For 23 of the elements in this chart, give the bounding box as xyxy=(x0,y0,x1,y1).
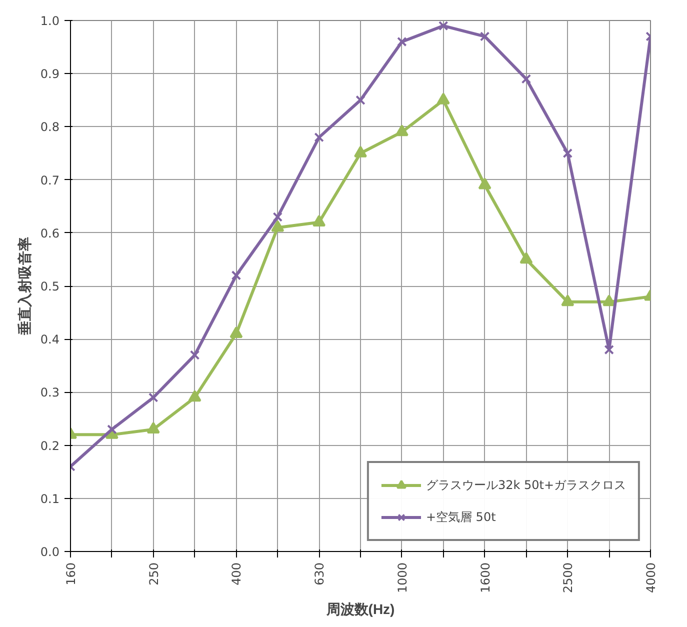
y-axis-title: 垂直入射吸音率 xyxy=(16,237,32,336)
legend-label: グラスウール32k 50t+ガラスクロス xyxy=(426,476,626,494)
y-tick-label: 0.9 xyxy=(40,67,60,82)
x-tick-label: 1600 xyxy=(478,562,492,594)
y-tick-label: 0.5 xyxy=(40,280,60,294)
x-tick-label: 4000 xyxy=(644,562,658,594)
x-tick-label: 2500 xyxy=(561,562,576,594)
y-tick-label: 0.2 xyxy=(40,438,60,453)
x-tick-label: 1000 xyxy=(395,562,410,594)
y-tick-label: 0.3 xyxy=(40,386,60,400)
x-axis-title: 周波数(Hz) xyxy=(325,601,395,618)
x-tick-label: 250 xyxy=(146,562,161,586)
y-tick-label: 0.4 xyxy=(40,332,60,347)
y-tick-label: 0.8 xyxy=(40,120,60,134)
x-tick-label: 400 xyxy=(230,562,244,586)
y-tick-label: 0.0 xyxy=(40,545,60,559)
x-tick-label: 160 xyxy=(64,562,78,586)
y-tick-label: 1.0 xyxy=(40,14,60,28)
x-tick-label: 630 xyxy=(312,562,327,586)
legend-label: +空気層 50t xyxy=(426,508,496,526)
y-tick-label: 0.7 xyxy=(40,173,60,188)
y-tick-label: 0.6 xyxy=(40,226,60,240)
y-tick-label: 0.1 xyxy=(40,492,60,506)
